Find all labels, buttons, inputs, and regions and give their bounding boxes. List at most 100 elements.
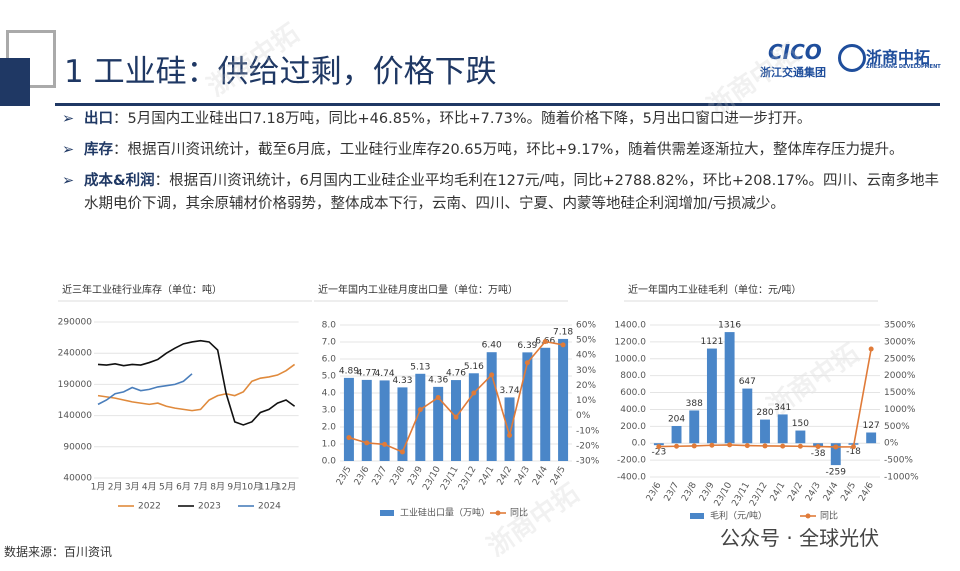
bullet-text: ：根据百川资讯统计，截至6月底，工业硅行业库存20.65万吨，环比+9.17%，… [113,142,904,158]
tick-label: -10% [576,426,600,436]
bar [486,352,497,461]
bar [742,388,753,444]
x-tick-label: 23/6 [645,481,664,504]
marker [744,443,750,449]
tick-label: 1000.0 [615,354,647,364]
tick-label: 5.0 [322,372,337,382]
tick-label: 90000 [63,442,92,452]
tick-label: 1000% [884,405,916,415]
tick-label: 0.0 [632,439,647,449]
marker [417,407,423,413]
tick-label: 0.0 [322,457,337,467]
marker [780,443,786,449]
marker [435,395,441,401]
legend-label: 同比 [820,510,838,522]
bar [504,397,515,461]
value-label: 341 [774,403,791,413]
bullet: 出口：5月国内工业硅出口7.18万吨，同比+46.85%，环比+7.73%。随着… [62,108,942,131]
bar [343,377,354,461]
tick-label: 4.0 [322,389,337,399]
marker [560,342,566,348]
x-tick-label: 23/8 [388,465,407,488]
x-tick-label: 5月 [159,482,174,493]
bar [830,443,841,466]
marker [674,443,680,449]
value-label: 4.77 [357,368,377,378]
value-label: 4.74 [375,369,395,379]
marker [656,444,662,450]
value-label: -18 [846,447,861,457]
bar [522,352,533,461]
value-label: -259 [826,468,847,478]
tick-label: 2.0 [322,423,337,433]
tick-label: 60% [576,321,596,331]
x-tick-label: 23/7 [663,481,682,504]
legend-label: 2024 [258,502,281,512]
x-tick-label: 11月 [259,482,279,493]
logo-zs-en: ZHESHANG DEVELOPMENT [866,64,941,70]
tick-label: 3500% [884,321,916,331]
tick-label: 400.0 [620,405,646,415]
marker [524,360,530,366]
bar [671,425,682,444]
marker [727,442,733,448]
x-tick-label: 24/6 [857,481,876,504]
tick-label: 1.0 [322,440,337,450]
value-label: -38 [811,449,826,459]
tick-label: 0% [576,411,591,421]
x-tick-label: 23/12 [457,465,479,492]
marker [709,442,715,448]
value-label: 4.89 [339,366,359,376]
tick-label: 40000 [63,474,92,484]
tick-label: 600.0 [620,388,646,398]
tick-label: 20% [576,381,596,391]
tick-label: 40% [576,351,596,361]
bullet: 库存：根据百川资讯统计，截至6月底，工业硅行业库存20.65万吨，环比+9.17… [62,139,942,162]
marker [507,432,513,438]
bar [558,338,569,461]
tick-label: 2500% [884,354,916,364]
marker [382,441,388,447]
tick-label: 1200.0 [615,337,647,347]
value-label: 6.40 [482,341,502,351]
bullet-head: 成本&利润 [84,173,155,189]
bar [468,373,479,461]
x-tick-label: 12月 [276,482,296,493]
x-tick-label: 24/3 [513,465,532,488]
tick-label: 190000 [58,380,93,390]
source: 数据来源：百川资讯 [4,545,113,559]
legend-swatch [690,513,704,519]
tick-label: 3000% [884,337,916,347]
legend-label: 毛利（元/吨） [710,510,767,522]
x-tick-label: 2月 [108,482,123,493]
bullet-text: ：5月国内工业硅出口7.18万吨，同比+46.85%，环比+7.73%。随着价格… [113,111,812,127]
value-label: 3.74 [500,386,520,396]
x-tick-label: 24/1 [478,465,497,488]
value-label: 280 [756,408,773,418]
x-tick-label: 24/2 [496,465,515,488]
footer: 公众号 · 全球光伏 [720,526,880,550]
bar [777,414,788,444]
logo-zs: 浙商中拓 [866,48,931,67]
marker [797,443,803,449]
tick-label: 140000 [58,411,93,421]
tick-label: 30% [576,366,596,376]
bar [706,348,717,444]
marker [364,440,370,446]
chart-title: 近三年工业硅行业库存（单位：吨） [62,283,222,296]
value-label: 150 [792,419,809,429]
bullets: 出口：5月国内工业硅出口7.18万吨，同比+46.85%，环比+7.73%。随着… [62,108,942,224]
legend-swatch [805,513,811,519]
x-tick-label: 24/2 [786,481,805,504]
x-tick-label: 24/1 [769,481,788,504]
marker [471,390,477,396]
bar [760,419,770,444]
x-tick-label: 24/3 [804,481,823,504]
marker [542,339,548,345]
value-label: 388 [686,399,703,409]
logo-icon [838,44,866,72]
tick-label: -400.0 [617,473,646,483]
tick-label: -200.0 [617,456,646,466]
x-tick-label: 23/12 [748,481,770,508]
